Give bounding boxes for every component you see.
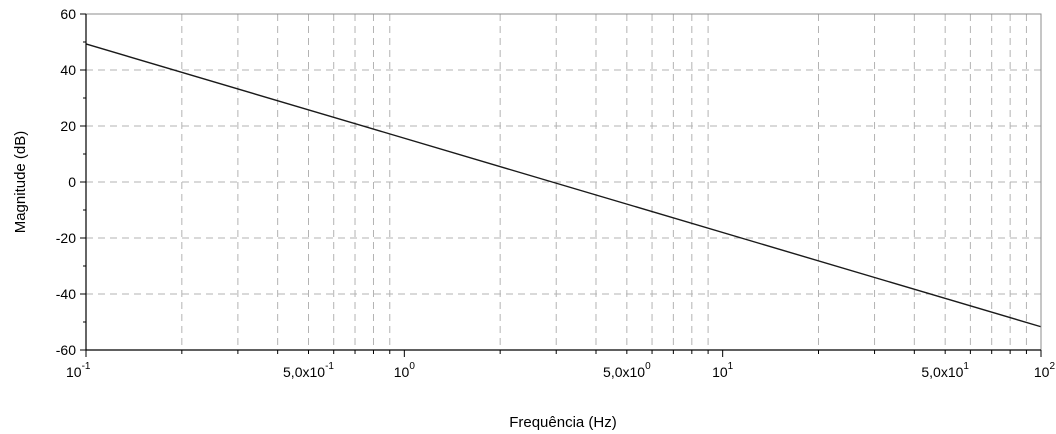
x-tick-label: 102	[1034, 361, 1056, 380]
y-tick-label: 0	[68, 174, 76, 190]
y-tick-labels: 60 40 20 0 -20 -40 -60	[56, 6, 76, 358]
y-axis-title: Magnitude (dB)	[12, 131, 29, 234]
axis-ticks	[80, 13, 1042, 357]
x-tick-label: 10-1	[66, 361, 91, 380]
y-tick-label: 40	[60, 62, 76, 78]
x-tick-label: 5,0x10-1	[283, 361, 334, 380]
magnitude-series-line	[85, 43, 1042, 328]
x-tick-label: 5,0x100	[603, 361, 651, 380]
x-tick-label: 100	[394, 361, 416, 380]
series-layer	[85, 43, 1042, 328]
y-tick-label: 60	[60, 6, 76, 22]
plot-background	[86, 14, 1041, 350]
y-tick-label: -40	[56, 286, 76, 302]
x-tick-label: 101	[712, 361, 734, 380]
y-tick-label: -20	[56, 230, 76, 246]
y-tick-label: 20	[60, 118, 76, 134]
x-tick-labels: 10-1 5,0x10-1 100 5,0x100 101 5,0x101 102	[66, 361, 1055, 380]
y-tick-label: -60	[56, 342, 76, 358]
x-tick-label: 5,0x101	[921, 361, 969, 380]
grid-lines	[86, 14, 1041, 350]
x-axis-title: Frequência (Hz)	[509, 414, 617, 431]
